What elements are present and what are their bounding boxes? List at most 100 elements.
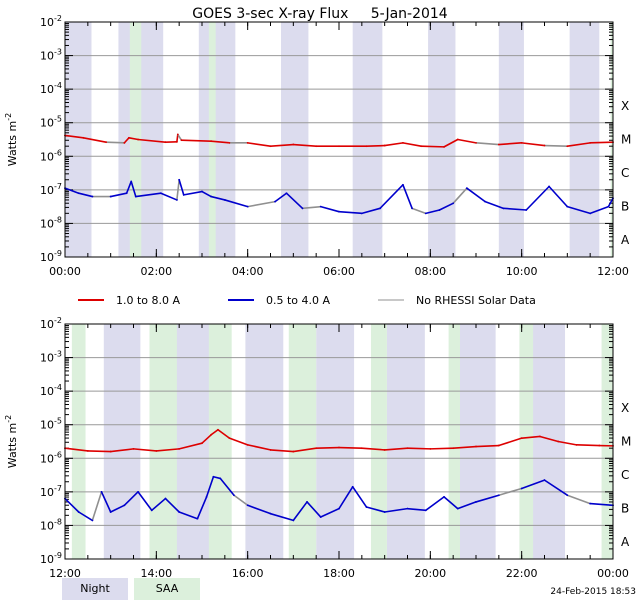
panel-top-frame bbox=[64, 21, 614, 258]
panel-bottom-night-band bbox=[316, 324, 355, 559]
panel-bottom-series-short-segment bbox=[64, 497, 80, 513]
panel-top-series-long-point bbox=[338, 145, 340, 148]
panel-bottom-series-short-segment bbox=[543, 479, 569, 497]
panel-top-series-long-point bbox=[164, 141, 167, 144]
panel-top-series-short-segment bbox=[274, 192, 288, 203]
panel-top-series-long-point bbox=[269, 145, 272, 148]
panel-top-x-tick-label: 04:00 bbox=[232, 265, 264, 278]
panel-bottom-series-short-point bbox=[137, 490, 139, 493]
panel-bottom-series-short-point bbox=[109, 511, 112, 513]
panel-top-series-short-segment bbox=[607, 197, 614, 208]
panel-top-series-short-segment bbox=[438, 202, 454, 211]
panel-bottom-x-tick-label: 12:00 bbox=[49, 567, 81, 580]
panel-bottom-series-long-point bbox=[269, 448, 272, 451]
panel-top-series-short-segment bbox=[466, 187, 486, 203]
panel-bottom-series-short-segment bbox=[233, 494, 249, 507]
legend-label-2: 0.5 to 4.0 A bbox=[266, 294, 331, 307]
panel-top-series-short-point bbox=[525, 209, 528, 211]
panel-bottom-series-short-segment bbox=[164, 497, 180, 513]
panel-top-series-long-point bbox=[543, 144, 546, 147]
panel-bottom-saa-band bbox=[448, 324, 461, 559]
panel-bottom-y-tick-label: 10-4 bbox=[40, 383, 62, 398]
panel-bottom-series-long-point bbox=[406, 447, 409, 450]
panel-bottom-series-short-segment bbox=[424, 496, 445, 512]
panel-top-series-long-segment bbox=[456, 138, 477, 144]
panel-top-series-long-segment bbox=[443, 138, 459, 148]
saa-key-swatch bbox=[134, 578, 200, 600]
panel-bottom-series-long-point bbox=[497, 444, 500, 447]
panel-bottom-saa-band bbox=[519, 324, 534, 559]
panel-top-series-long-point bbox=[228, 141, 231, 144]
panel-top-series-short-point bbox=[223, 199, 226, 201]
panel-top-series-short-segment bbox=[176, 178, 180, 201]
panel-bottom-series-short-point bbox=[306, 501, 308, 503]
panel-top-series-long-point bbox=[520, 141, 523, 144]
panel-bottom-series-short-segment bbox=[443, 496, 459, 510]
panel-top-flare-class-B: B bbox=[621, 200, 629, 214]
panel-bottom-series-long-segment bbox=[64, 447, 89, 452]
panel-bottom-series-short-point bbox=[365, 506, 368, 508]
panel-top-series-long-segment bbox=[64, 134, 85, 139]
panel-bottom-series-long-point bbox=[557, 440, 560, 443]
panel-top-series-long-segment bbox=[82, 137, 107, 143]
panel-top-series-short-point bbox=[379, 207, 381, 210]
panel-bottom-series-long-point bbox=[383, 448, 386, 451]
panel-bottom-series-long-point bbox=[292, 450, 295, 453]
panel-top-series-short-point bbox=[438, 209, 441, 211]
panel-top-series-long-segment bbox=[176, 133, 183, 141]
panel-bottom-night-band bbox=[386, 324, 425, 559]
panel-bottom-series-short-point bbox=[351, 485, 354, 488]
panel-bottom-series-long-point bbox=[178, 447, 181, 450]
panel-bottom-series-long-point bbox=[246, 443, 249, 446]
panel-top-y-tick-label: 10-7 bbox=[40, 182, 62, 197]
panel-top-series-short-point bbox=[424, 212, 427, 215]
panel-bottom-series-long-segment bbox=[228, 437, 249, 446]
panel-top-series-short-point bbox=[130, 180, 133, 183]
panel-top-series-long-point bbox=[383, 144, 386, 147]
panel-top-series-long-segment bbox=[589, 141, 614, 144]
panel-top-y-tick-label: 10-5 bbox=[40, 115, 62, 130]
panel-top-series-long-segment bbox=[180, 139, 212, 142]
panel-bottom-series-short-point bbox=[383, 511, 386, 513]
panel-top-series-short-point bbox=[411, 207, 413, 210]
panel-bottom-series-long-point bbox=[452, 447, 455, 450]
panel-top-y-tick-label: 10-6 bbox=[40, 148, 62, 163]
panel-top-series-long-point bbox=[420, 145, 423, 148]
panel-top-series-short-segment bbox=[589, 205, 610, 215]
panel-top-series-long-point bbox=[456, 138, 459, 141]
panel-bottom-series-long-segment bbox=[475, 444, 500, 448]
panel-bottom-series-short-point bbox=[164, 497, 167, 500]
panel-bottom-series-short-segment bbox=[109, 504, 126, 513]
panel-bottom-series-long-segment bbox=[406, 447, 432, 450]
panel-top-series-short-point bbox=[319, 205, 322, 208]
panel-top-series-short-segment bbox=[64, 187, 80, 195]
panel-top-x-tick-label: 00:00 bbox=[49, 265, 81, 278]
panel-bottom-night-band bbox=[245, 324, 284, 559]
panel-top-series-long-segment bbox=[383, 142, 404, 147]
panel-bottom-series-short-point bbox=[443, 495, 445, 498]
panel-bottom-flare-class-A: A bbox=[621, 535, 630, 549]
panel-top-flare-class-M: M bbox=[621, 133, 631, 147]
panel-top-x-tick-label: 12:00 bbox=[597, 265, 629, 278]
panel-top-series-short-segment bbox=[525, 185, 550, 211]
panel-bottom-series-long-point bbox=[315, 447, 318, 450]
panel-bottom-y-tick-label: 10-6 bbox=[40, 450, 62, 465]
panel-bottom-flare-class-B: B bbox=[621, 502, 629, 516]
panel-top-series-long-segment bbox=[498, 142, 523, 146]
panel-bottom-series-long-segment bbox=[109, 448, 135, 453]
panel-bottom-series-long-segment bbox=[87, 450, 112, 453]
panel-top-series-short-segment bbox=[484, 200, 505, 210]
panel-bottom-series-short-point bbox=[196, 517, 199, 520]
panel-bottom-series-long-segment bbox=[315, 446, 340, 450]
panel-top-y-tick-label: 10-2 bbox=[40, 14, 62, 29]
panel-top-series-short-segment bbox=[182, 190, 203, 196]
panel-top-series-long-point bbox=[210, 140, 213, 143]
panel-bottom-y-axis-label: Watts m-2 bbox=[4, 415, 19, 468]
panel-bottom-series-long-point bbox=[598, 444, 601, 447]
legend-label-3: No RHESSI Solar Data bbox=[416, 294, 536, 307]
panel-top-series-long-segment bbox=[128, 137, 139, 141]
panel-bottom-series-short-point bbox=[338, 507, 340, 510]
panel-bottom-night-band bbox=[457, 324, 496, 559]
panel-bottom-series-long-segment bbox=[361, 447, 386, 451]
panel-top-series-long-segment bbox=[105, 141, 126, 144]
